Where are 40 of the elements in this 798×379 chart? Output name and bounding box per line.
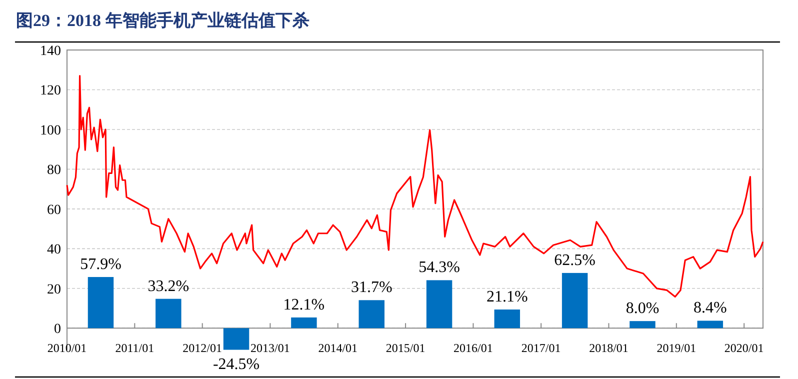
data-label: 31.7% <box>350 279 392 296</box>
y-tick-label: 120 <box>40 84 61 99</box>
y-tick-label: 100 <box>40 123 61 138</box>
y-tick-label: 60 <box>47 202 61 218</box>
y-tick-label: 80 <box>47 163 61 178</box>
bar <box>358 300 384 328</box>
bar <box>494 310 520 328</box>
data-label: 8.0% <box>626 300 660 318</box>
data-label: 62.5% <box>554 252 596 269</box>
x-tick-label: 2010/01 <box>47 341 87 355</box>
y-tick-label: 0 <box>54 322 61 338</box>
x-tick-label: 2018/01 <box>589 341 628 355</box>
bar <box>291 317 317 328</box>
y-tick-label: 20 <box>47 282 61 298</box>
title: 图29：2018 年智能手机产业链估值下杀 <box>16 11 310 30</box>
bar <box>562 272 588 328</box>
data-label: 54.3% <box>418 259 460 276</box>
bar <box>697 320 724 328</box>
y-tick-label: 140 <box>40 44 61 59</box>
x-tick-label: 2020/01 <box>724 341 764 355</box>
x-tick-label: 2016/01 <box>454 341 493 355</box>
x-tick-label: 2014/01 <box>318 341 358 355</box>
bar <box>630 321 656 328</box>
data-label: 33.2% <box>148 278 190 295</box>
data-label: 57.9% <box>80 256 122 274</box>
x-tick-label: 2015/01 <box>386 341 426 355</box>
x-tick-label: 2013/01 <box>250 341 290 355</box>
data-label: 8.4% <box>693 300 727 317</box>
x-tick-label: 2012/01 <box>182 341 222 355</box>
bar <box>88 277 114 328</box>
x-tick-label: 2017/01 <box>521 341 561 355</box>
x-tick-label: 2011/01 <box>115 341 154 355</box>
data-label: 12.1% <box>283 296 325 314</box>
y-tick-label: 40 <box>47 242 61 258</box>
data-label: -24.5% <box>212 356 260 373</box>
x-tick-label: 2019/01 <box>656 341 696 355</box>
data-label: 21.1% <box>486 288 528 306</box>
bar <box>223 328 250 350</box>
bar <box>156 298 182 328</box>
bar <box>426 280 452 328</box>
